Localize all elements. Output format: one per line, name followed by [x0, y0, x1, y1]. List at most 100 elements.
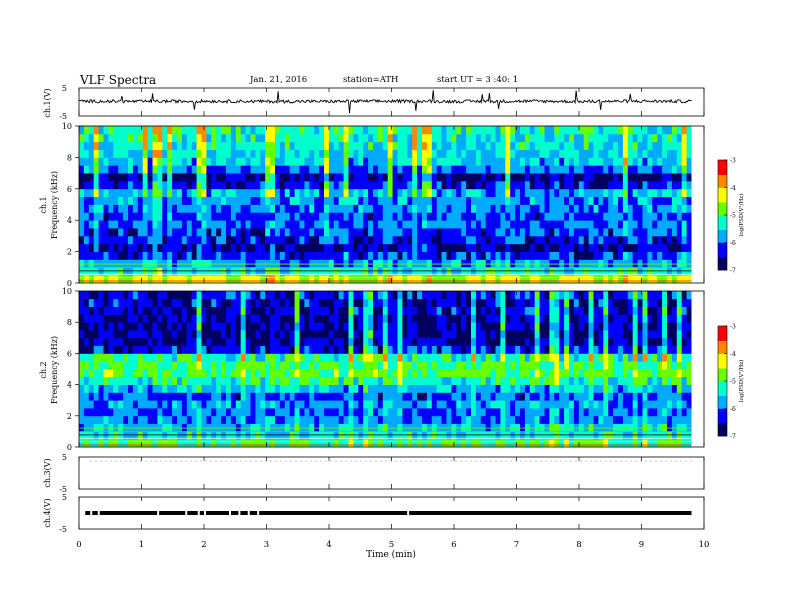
- spectrogram-cell: [539, 423, 545, 432]
- spectrogram-cell: [564, 298, 570, 307]
- spectrogram-cell: [348, 291, 354, 300]
- spectrogram-cell: [373, 212, 379, 221]
- spectrogram-cell: [348, 188, 354, 198]
- spectrogram-cell: [573, 337, 580, 346]
- spectrogram-cell: [216, 298, 222, 307]
- spectrogram-cell: [157, 345, 163, 354]
- spectrogram-cell: [426, 228, 433, 237]
- colorbar-cell: [718, 205, 727, 208]
- spectrogram-cell: [279, 408, 286, 417]
- spectrogram-cell: [603, 220, 609, 229]
- spectrogram-cell: [201, 415, 207, 424]
- spectrogram-cell: [603, 415, 609, 424]
- spectrogram-cell: [177, 133, 183, 143]
- spectrogram-cell: [622, 141, 629, 150]
- spectrogram-cell: [387, 384, 393, 393]
- spectrogram-cell: [363, 251, 369, 260]
- spectrogram-cell: [480, 228, 487, 237]
- spectrogram-cell: [333, 251, 340, 260]
- colorbar-cell: [718, 182, 727, 185]
- spectrogram-cell: [113, 126, 119, 135]
- spectrogram-cell: [309, 267, 315, 276]
- spectrogram-cell: [358, 204, 364, 213]
- spectrogram-cell: [549, 314, 555, 323]
- spectrogram-cell: [564, 431, 570, 440]
- spectrogram-cell: [108, 141, 114, 150]
- spectrogram-cell: [475, 180, 482, 190]
- spectrogram-cell: [108, 330, 114, 339]
- spectrogram-cell: [328, 204, 335, 213]
- spectrogram-cell: [328, 345, 335, 354]
- spectrogram-cell: [534, 384, 540, 393]
- spectrogram-cell: [578, 126, 585, 135]
- spectrogram-cell: [206, 361, 212, 370]
- spectrogram-cell: [230, 439, 237, 448]
- spectrogram-cell: [461, 275, 467, 284]
- spectrogram-cell: [520, 228, 526, 237]
- spectrogram-cell: [368, 149, 374, 158]
- spectrogram-cell: [309, 133, 315, 143]
- spectrogram-cell: [480, 306, 487, 315]
- spectrogram-cell: [348, 251, 354, 260]
- spectrogram-cell: [485, 204, 491, 213]
- spectrogram-cell: [451, 173, 457, 182]
- spectrogram-cell: [554, 275, 560, 284]
- spectrogram-cell: [436, 259, 442, 268]
- spectrogram-cell: [216, 376, 222, 385]
- spectrogram-cell: [206, 133, 212, 143]
- spectrogram-cell: [441, 157, 447, 166]
- spectrogram-cell: [118, 369, 124, 378]
- spectrogram-cell: [88, 392, 95, 401]
- spectrogram-cell: [103, 400, 109, 409]
- spectrogram-cell: [353, 141, 359, 150]
- spectrogram-cell: [598, 376, 604, 385]
- spectrogram-cell: [186, 188, 193, 198]
- spectrogram-cell: [240, 384, 246, 393]
- spectrogram-cell: [113, 180, 119, 190]
- spectrogram-cell: [186, 337, 193, 346]
- spectrogram-cell: [216, 165, 222, 174]
- spectrogram-cell: [520, 196, 526, 205]
- spectrogram-cell: [505, 439, 511, 448]
- spectrogram-cell: [520, 345, 526, 354]
- spectrogram-cell: [598, 267, 604, 276]
- spectrogram-cell: [147, 314, 153, 323]
- spectrogram-cell: [314, 439, 320, 448]
- spectrogram-cell: [255, 408, 261, 417]
- spectrogram-cell: [108, 431, 114, 440]
- spectrogram-cell: [608, 298, 614, 307]
- spectrogram-cell: [245, 345, 251, 354]
- spectrogram-cell: [265, 133, 271, 143]
- spectrogram-cell: [451, 353, 457, 362]
- spectrogram-cell: [667, 228, 673, 237]
- spectrogram-cell: [627, 251, 634, 260]
- spectrogram-cell: [480, 259, 487, 268]
- spectrogram-cell: [358, 431, 364, 440]
- spectrogram-cell: [564, 400, 570, 409]
- spectrogram-cell: [456, 275, 462, 284]
- spectrogram-cell: [603, 204, 609, 213]
- spectrogram-cell: [275, 439, 281, 448]
- spectrogram-cell: [152, 196, 158, 205]
- spectrogram-cell: [426, 196, 433, 205]
- spectrogram-cell: [142, 267, 148, 276]
- spectrogram-cell: [132, 408, 139, 417]
- spectrogram-cell: [201, 384, 207, 393]
- spectrogram-cell: [328, 298, 335, 307]
- spectrogram-cell: [471, 157, 477, 166]
- spectrogram-cell: [294, 306, 300, 315]
- spectrogram-cell: [314, 141, 320, 150]
- spectrogram-cell: [181, 220, 188, 229]
- spectrogram-cell: [255, 259, 261, 268]
- spectrogram-cell: [534, 251, 540, 260]
- spectrogram-cell: [461, 133, 467, 143]
- spectrogram-cell: [402, 415, 408, 424]
- spectrogram-cell: [314, 314, 320, 323]
- spectrogram-cell: [245, 165, 251, 174]
- spectrogram-cell: [142, 291, 148, 300]
- spectrogram-cell: [569, 243, 575, 252]
- spectrogram-cell: [466, 157, 472, 166]
- spectrogram-cell: [177, 298, 183, 307]
- spectrogram-cell: [211, 361, 217, 370]
